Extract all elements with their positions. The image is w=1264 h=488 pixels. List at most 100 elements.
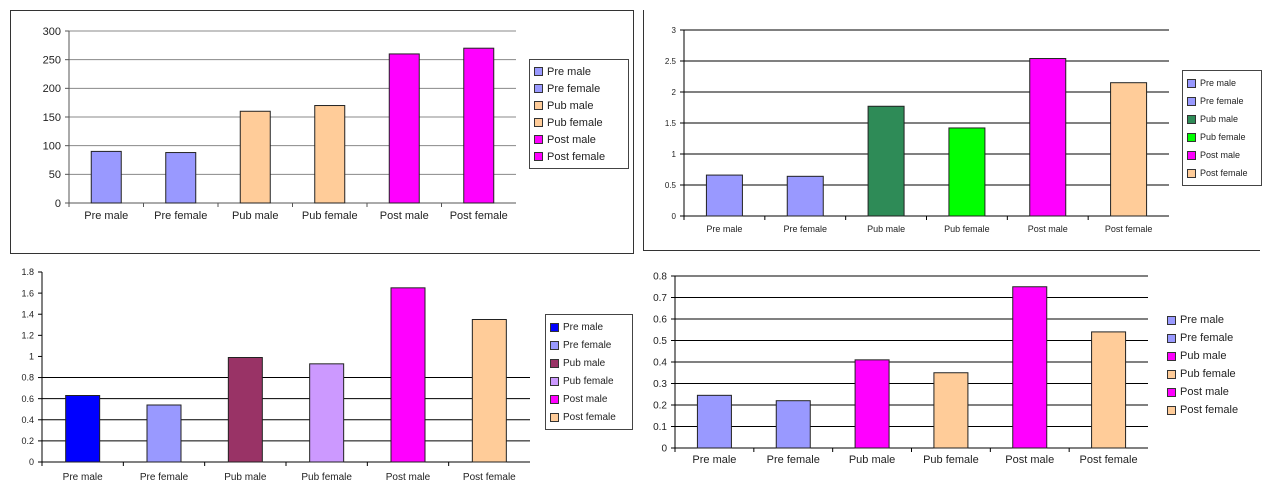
legend-item: Post female — [550, 408, 627, 426]
chart-legend-4: Pre male Pre female Pub male Pub female Post… — [1163, 308, 1263, 422]
legend-swatch — [1187, 132, 1196, 142]
y-tick-label: 2.5 — [665, 57, 677, 66]
legend-swatch — [534, 67, 543, 76]
x-tick-label: Pub female — [944, 224, 990, 234]
bar-pub-male — [854, 359, 890, 449]
y-tick-label: 3 — [672, 26, 677, 35]
chart-panel-3: 0 0.2 0.4 0.6 0.8 1 1.2 1.4 1.6 1.8 Pre male Pre fe… — [0, 258, 640, 488]
legend-swatch — [1187, 78, 1196, 88]
legend-item: Pub male — [534, 97, 623, 114]
y-tick-label: 0 — [29, 457, 34, 467]
legend-item: Pub female — [550, 372, 627, 390]
legend-swatch — [550, 412, 559, 422]
legend-swatch — [534, 152, 543, 161]
legend-item: Pub male — [1167, 347, 1258, 365]
legend-item: Pub female — [1167, 365, 1258, 383]
legend-swatch — [1187, 96, 1196, 106]
bar-pub-male — [227, 357, 263, 463]
x-tick-label: Pre male — [63, 472, 103, 483]
legend-swatch — [534, 84, 543, 93]
legend-label: Post female — [1180, 404, 1239, 416]
y-tick-label: 1.8 — [21, 267, 34, 277]
legend-item: Post male — [1167, 383, 1258, 401]
y-tick-label: 0 — [55, 198, 61, 210]
y-tick-label: 0.2 — [653, 401, 667, 412]
y-tick-label: 0.7 — [653, 293, 667, 304]
legend-swatch — [550, 394, 559, 404]
y-tick-label: 0.8 — [653, 272, 667, 283]
y-tick-label: 0.2 — [21, 436, 34, 446]
bar-post-female — [471, 319, 507, 463]
legend-swatch — [1167, 387, 1176, 397]
legend-label: Pre male — [1180, 314, 1225, 326]
x-tick-label: Pre female — [767, 454, 820, 466]
bar-pre-female — [775, 400, 811, 449]
bar-pre-female — [165, 152, 197, 204]
legend-item: Pre female — [534, 80, 623, 97]
legend-item: Pub female — [534, 114, 623, 131]
legend-item: Post female — [1187, 164, 1256, 182]
legend-swatch — [1167, 405, 1176, 415]
chart-legend-1: Pre male Pre female Pub male Pub female Post… — [529, 59, 629, 169]
legend-label: Pre female — [547, 82, 601, 95]
legend-swatch — [550, 358, 559, 368]
x-tick-label: Pub male — [224, 472, 267, 483]
legend-item: Pre male — [1167, 311, 1258, 329]
legend-label: Pre female — [1200, 96, 1244, 106]
y-tick-label: 2 — [672, 88, 677, 97]
x-tick-label: Pub male — [849, 454, 895, 466]
legend-label: Pre male — [563, 321, 604, 333]
x-tick-label: Post male — [1005, 454, 1054, 466]
chart-panel-1: 0 50 100 150 200 250 300 Pre male Pre female Pub … — [10, 10, 634, 254]
legend-swatch — [1187, 168, 1196, 178]
legend-item: Pub male — [550, 354, 627, 372]
legend-label: Pre male — [1200, 78, 1237, 88]
bar-pre-male — [65, 395, 101, 463]
bar-post-male — [390, 287, 426, 463]
y-tick-label: 300 — [43, 26, 61, 38]
legend-label: Pub male — [1200, 114, 1239, 124]
y-tick-label: 100 — [43, 141, 61, 153]
x-tick-label: Post male — [380, 210, 429, 222]
x-tick-label: Pre female — [140, 472, 189, 483]
chart-panel-2: 0 0.5 1 1.5 2 2.5 3 Pre male Pre female Pub male P… — [643, 10, 1262, 251]
legend-label: Pub female — [1180, 368, 1236, 380]
y-tick-label: 0.4 — [21, 415, 34, 425]
bar-pre-female — [786, 175, 824, 217]
legend-swatch — [534, 118, 543, 127]
legend-label: Pub female — [547, 116, 603, 129]
bar-post-male — [1029, 58, 1067, 217]
legend-swatch — [1187, 150, 1196, 160]
x-tick-label: Pre male — [706, 224, 742, 234]
bar-pre-female — [146, 404, 182, 463]
x-tick-label: Post male — [1028, 224, 1068, 234]
legend-label: Post male — [1200, 150, 1241, 160]
bar-pub-female — [933, 372, 969, 449]
legend-swatch — [1167, 369, 1176, 379]
y-tick-label: 1.4 — [21, 309, 34, 319]
legend-label: Post male — [547, 133, 596, 146]
legend-swatch — [1167, 351, 1176, 361]
y-tick-label: 0.1 — [653, 422, 667, 433]
x-tick-label: Pre female — [783, 224, 827, 234]
y-tick-label: 0 — [672, 212, 677, 221]
legend-item: Pre female — [1187, 92, 1256, 110]
x-tick-label: Pub female — [923, 454, 979, 466]
x-tick-label: Post female — [1105, 224, 1153, 234]
legend-label: Post female — [1200, 168, 1248, 178]
legend-item: Pre male — [1187, 74, 1256, 92]
bar-pub-male — [867, 105, 905, 217]
legend-label: Post female — [547, 150, 606, 163]
bar-post-female — [1091, 331, 1127, 449]
legend-swatch — [550, 376, 559, 386]
legend-label: Post female — [563, 411, 616, 423]
y-tick-label: 250 — [43, 55, 61, 67]
legend-swatch — [550, 322, 559, 332]
y-tick-label: 1 — [672, 150, 677, 159]
x-tick-label: Pub female — [302, 210, 358, 222]
x-tick-label: Pub male — [232, 210, 278, 222]
bar-pre-male — [90, 150, 122, 204]
legend-label: Pub male — [1180, 350, 1227, 362]
x-tick-label: Pre male — [84, 210, 128, 222]
bar-post-female — [463, 47, 495, 204]
